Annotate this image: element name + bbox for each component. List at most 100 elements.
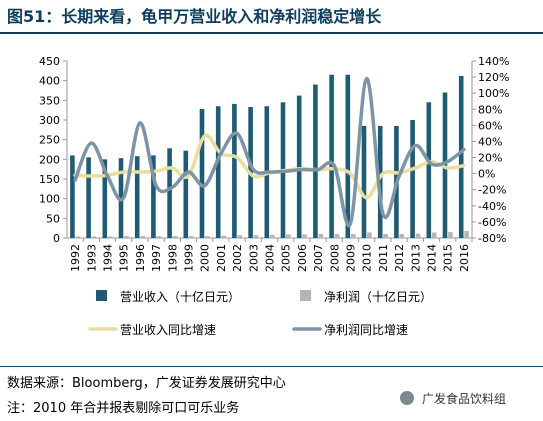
left-axis-tick-label: 150 [39,173,60,186]
x-axis-tick-label: 2003 [247,244,260,272]
profit-growth-line [73,76,466,228]
x-axis-tick-label: 2010 [361,244,374,272]
x-axis-tick-label: 2014 [426,244,439,272]
revenue-bar [313,84,318,238]
watermark-text: 广发食品饮料组 [422,392,507,406]
left-axis-tick-label: 250 [39,134,60,147]
profit-bar [286,234,291,238]
x-axis-tick-label: 2006 [296,244,309,272]
footnote: 注：2010 年合并报表剔除可口可乐业务 [7,401,240,416]
revenue-bar [442,92,448,238]
left-axis-tick-label: 300 [39,114,60,127]
legend-revenue-swatch [96,290,107,301]
profit-bar [334,234,340,238]
revenue-bar [410,120,415,238]
revenue-bar [118,158,124,238]
profit-bar [269,234,275,238]
x-axis-tick-label: 2012 [393,244,406,272]
x-axis-tick-label: 1996 [134,244,147,272]
revenue-bar [167,148,172,238]
left-axis-tick-label: 200 [39,153,60,166]
legend-revenue-growth-label: 营业收入同比增速 [120,323,216,337]
legend-revenue-label: 营业收入（十亿日元） [120,289,240,304]
right-axis-tick-label: 40% [478,135,502,148]
x-axis-tick-label: 2016 [458,244,471,272]
right-axis-tick-label: 0% [478,168,495,181]
x-axis-tick-label: 2001 [215,244,228,272]
right-axis-tick-label: 80% [478,103,502,116]
x-axis-tick-label: 1997 [150,244,163,272]
left-axis-tick-label: 100 [39,193,60,206]
profit-bar [107,236,113,238]
x-axis-tick-label: 1995 [118,244,131,272]
revenue-bar [458,75,464,238]
x-axis-tick-label: 2007 [312,244,325,272]
profit-bar [172,236,178,238]
revenue-bar [345,74,351,238]
x-axis-tick-label: 1993 [85,244,98,272]
x-axis-tick-label: 1998 [166,244,179,272]
profit-bar [383,234,388,238]
right-axis-tick-label: 120% [478,71,509,84]
x-axis-tick-label: 2013 [409,244,422,272]
legend-profit-label: 净利润（十亿日元） [324,289,432,304]
page-title: 图51：长期来看，龟甲万营业收入和净利润稳定增长 [0,0,543,34]
right-axis-tick-label: 140% [478,55,509,68]
left-axis-tick-label: 400 [39,75,60,88]
chart-legend: 营业收入（十亿日元） 净利润（十亿日元） 营业收入同比增速 净利润同比增速 [88,289,432,337]
right-axis-tick-label: -20% [478,184,506,197]
profit-bar [237,235,243,238]
profit-bar [253,235,259,238]
chart-lines [73,76,466,228]
x-axis-tick-label: 2009 [345,244,358,272]
x-axis-tick-label: 2004 [264,244,277,272]
profit-bar [415,233,421,238]
profit-bar [318,234,324,238]
right-axis-tick-label: 60% [478,119,502,132]
revenue-bar [329,74,334,238]
right-axis-tick-label: -60% [478,216,506,229]
right-axis-tick-label: -80% [478,232,506,245]
right-axis-tick-label: 100% [478,87,509,100]
profit-bar [302,234,307,238]
profit-bar [75,236,81,238]
x-axis-tick-label: 2005 [280,244,293,272]
x-axis-tick-label: 2002 [231,244,244,272]
profit-bar [91,236,97,238]
x-axis-tick-label: 2015 [442,244,455,272]
revenue-bar [199,108,205,238]
revenue-bar [215,106,221,238]
right-axis-tick-label: 20% [478,152,502,165]
revenue-bar [232,103,237,238]
legend-profit-growth-label: 净利润同比增速 [324,323,408,337]
x-axis-tick-label: 2000 [199,244,212,272]
revenue-bar [102,159,108,238]
revenue-bar [151,155,156,238]
x-axis-tick-label: 2008 [328,244,341,272]
source-note: 数据来源：Bloomberg，广发证券发展研究中心 [7,376,286,391]
profit-bar [448,232,453,238]
left-axis-tick-label: 450 [39,55,60,68]
wechat-icon [400,391,414,405]
right-axis-tick-label: -40% [478,200,506,213]
profit-bar [140,236,145,238]
revenue-bar [183,150,189,238]
profit-bar [156,236,162,238]
x-axis-tick-label: 1999 [183,244,196,272]
revenue-bar [361,125,367,238]
x-axis-tick-label: 2011 [377,244,390,272]
chart-axes: 0 50 100 150 200 250 300 350 400 450 -80% -60% -40% -… [39,55,509,272]
x-axis-tick-label: 1994 [102,244,115,272]
revenue-bar [426,102,432,238]
profit-bar [188,236,194,238]
profit-bar [399,234,405,238]
profit-bar [205,236,210,238]
profit-bar [431,232,437,238]
watermark: 广发食品饮料组 [400,390,506,407]
left-axis-tick-label: 0 [53,232,60,245]
profit-bar [464,230,469,238]
left-axis-tick-label: 350 [39,94,60,107]
profit-bar [367,232,372,238]
profit-bar [221,235,226,238]
chart: 0 50 100 150 200 250 300 350 400 450 -80% -60% -40% -… [39,55,509,337]
